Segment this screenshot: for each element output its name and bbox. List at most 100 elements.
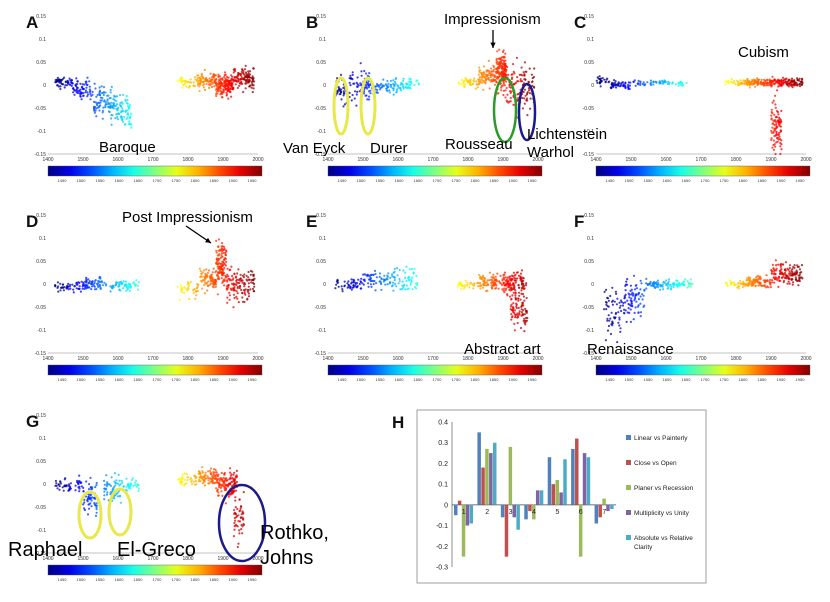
data-point (529, 107, 532, 110)
data-point (222, 245, 226, 248)
data-point (64, 84, 67, 87)
data-point (190, 480, 193, 483)
data-point (624, 82, 627, 85)
data-point (641, 298, 644, 301)
data-point (639, 82, 642, 85)
data-point (666, 284, 669, 287)
data-point (362, 278, 365, 281)
data-point (665, 279, 668, 282)
data-point (129, 286, 132, 289)
data-point (380, 288, 383, 291)
data-point (776, 133, 780, 136)
data-point (232, 293, 236, 296)
data-point (182, 484, 185, 487)
data-point (634, 284, 637, 287)
data-point (611, 303, 615, 306)
data-point (87, 93, 90, 96)
colorbar-tick-label: 1550 (96, 178, 106, 183)
data-point (666, 282, 670, 286)
data-point (214, 477, 217, 481)
data-point (523, 287, 526, 290)
data-point (234, 519, 237, 522)
data-point (790, 278, 794, 281)
data-point (237, 542, 240, 545)
data-point (247, 295, 251, 298)
data-point (481, 286, 485, 289)
data-point (230, 95, 233, 98)
data-point (82, 282, 85, 285)
data-point (515, 279, 518, 282)
data-point (773, 113, 776, 116)
data-point (230, 87, 233, 91)
data-point (238, 287, 241, 290)
data-point (661, 82, 665, 85)
data-point (349, 77, 352, 80)
data-point (414, 285, 417, 289)
data-point (490, 280, 494, 283)
bar (547, 457, 552, 505)
data-point (800, 276, 803, 279)
data-point (372, 273, 375, 277)
data-point (79, 82, 82, 85)
data-point (669, 287, 673, 290)
data-point (89, 476, 92, 479)
data-point (386, 283, 389, 286)
colorbar-tick-label: 1800 (739, 178, 749, 183)
data-point (729, 282, 732, 285)
x-tick-label: 1900 (765, 356, 776, 362)
data-point (516, 80, 519, 83)
data-point (777, 138, 780, 141)
data-point (730, 80, 733, 83)
data-point (217, 238, 220, 241)
y-tick-label: -0.15 (315, 351, 327, 357)
data-point (604, 81, 607, 84)
data-point (192, 84, 195, 88)
bar (563, 459, 567, 505)
data-point (513, 309, 517, 312)
data-point (104, 103, 107, 106)
data-point (194, 297, 197, 300)
data-point (754, 85, 757, 88)
data-point (231, 480, 234, 483)
data-point (521, 276, 525, 279)
data-point (512, 291, 515, 294)
colorbar-tick-label: 1650 (682, 178, 692, 183)
data-point (225, 84, 228, 87)
y-tick-label: -0.05 (35, 106, 47, 112)
data-point (233, 508, 236, 512)
colorbar (595, 364, 811, 376)
data-point (668, 284, 671, 287)
h-category-label: 7 (602, 509, 606, 516)
data-point (409, 283, 412, 286)
data-point (200, 75, 203, 78)
data-point (609, 86, 612, 89)
bar (508, 446, 513, 505)
colorbar-tick-label: 1550 (376, 377, 386, 382)
data-point (765, 78, 769, 81)
y-tick-label: 0.05 (316, 60, 326, 66)
data-point (101, 97, 104, 100)
data-point (232, 306, 235, 309)
data-point (128, 120, 131, 123)
data-point (780, 262, 783, 266)
data-point (518, 310, 521, 313)
data-point (510, 298, 513, 301)
data-point (393, 80, 396, 84)
data-point (192, 480, 195, 484)
data-point (516, 314, 519, 317)
data-point (203, 269, 206, 272)
data-point (510, 303, 513, 306)
data-point (792, 272, 795, 276)
data-point (747, 82, 750, 85)
data-point (645, 277, 648, 280)
data-point (756, 77, 759, 80)
data-point (78, 487, 81, 490)
data-point (235, 79, 238, 82)
data-point (98, 283, 101, 286)
colorbar-tick-label: 1750 (172, 577, 182, 582)
data-point (207, 470, 210, 473)
x-tick-label: 1600 (660, 356, 671, 362)
data-point (229, 467, 232, 470)
